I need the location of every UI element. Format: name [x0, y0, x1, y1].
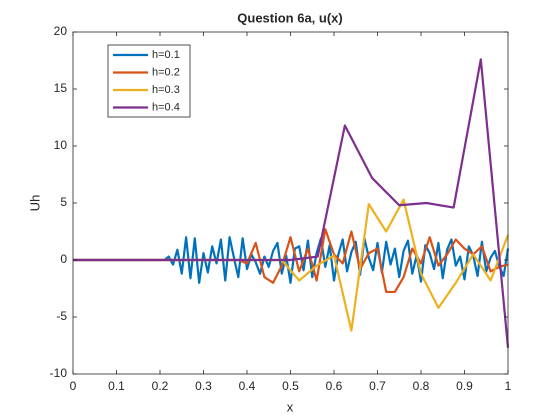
x-tick-label: 0.9: [456, 379, 473, 393]
legend-label: h=0.1: [152, 49, 180, 61]
x-tick-label: 0.5: [282, 379, 299, 393]
legend-box: [107, 44, 191, 118]
legend-label: h=0.3: [152, 84, 180, 96]
x-tick-label: 0.4: [239, 379, 256, 393]
y-axis-label: Uh: [27, 195, 42, 212]
y-tick-label: -5: [56, 309, 67, 323]
y-tick-label: 10: [54, 138, 68, 152]
y-tick-label: 5: [60, 195, 67, 209]
x-axis-label: x: [287, 399, 294, 414]
series-line: [73, 58, 510, 348]
x-tick-label: 0: [70, 379, 77, 393]
x-tick-label: 0.2: [152, 379, 169, 393]
legend: h=0.1 h=0.2 h=0.3 h=0.4: [107, 44, 191, 118]
y-tick-label: 15: [54, 81, 68, 95]
x-tick-label: 0.3: [195, 379, 212, 393]
legend-label: h=0.4: [152, 101, 180, 113]
chart-title: Question 6a, u(x): [237, 10, 342, 25]
y-tick-label: 20: [54, 24, 68, 38]
x-tick-label: 0.7: [369, 379, 386, 393]
legend-label: h=0.2: [152, 66, 180, 78]
x-tick-label: 0.1: [108, 379, 125, 393]
y-tick-label: 0: [60, 252, 67, 266]
x-tick-label: 0.8: [413, 379, 430, 393]
y-tick-label: -10: [50, 366, 68, 380]
x-tick-label: 1: [505, 379, 512, 393]
x-tick-label: 0.6: [326, 379, 343, 393]
